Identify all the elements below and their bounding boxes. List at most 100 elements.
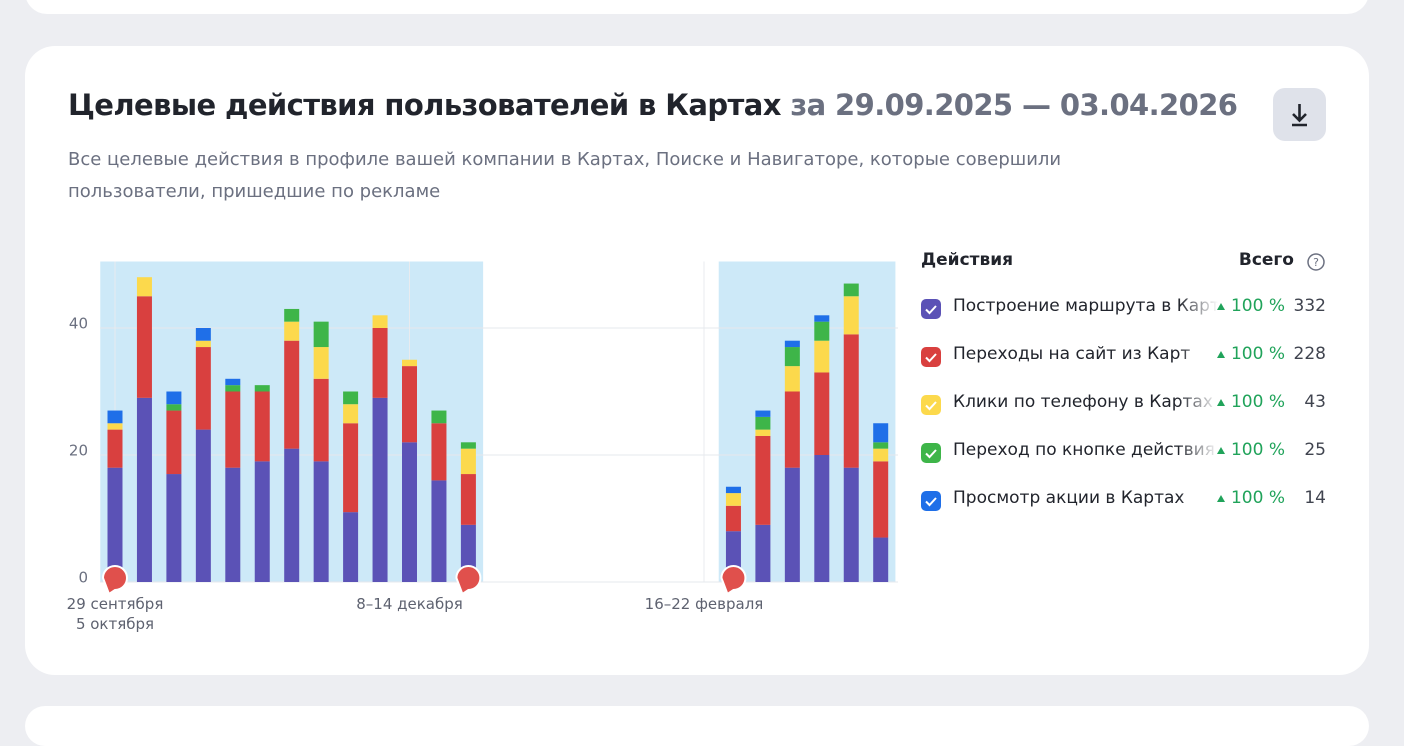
bar-segment [225,378,241,386]
title-text: Целевые действия пользователей в Картах [68,88,781,122]
bar-segment [725,486,741,494]
bar-segment [843,334,859,468]
bar-segment [225,385,241,392]
legend-total: 332 [1293,296,1326,316]
bar-segment [313,378,329,462]
check-icon [925,449,937,459]
legend-name: Построение маршрута в Карт [953,296,1218,316]
bar-segment [166,474,182,582]
legend-change: 100 % [1216,344,1285,364]
bar-segment [873,461,889,538]
bar-segment [402,366,417,443]
bar-segment [195,328,211,341]
bar-segment [195,429,211,582]
bar-segment [136,277,152,297]
bar-segment [284,321,300,341]
change-text: 100 % [1230,488,1285,508]
bar-segment [136,296,152,398]
bar-segment [136,397,152,582]
bar-segment [254,385,270,392]
bar-segment [284,448,300,582]
check-icon [925,401,937,411]
bar-segment [814,340,830,373]
bar-segment [873,442,889,449]
bar-segment [343,404,359,424]
legend-total: 14 [1304,488,1326,508]
event-pin[interactable] [720,565,747,596]
bar-segment [254,391,270,462]
bar-segment [814,321,830,341]
legend-change: 100 % [1216,440,1285,460]
bar-segment [843,296,859,335]
bar-segment [107,423,123,430]
download-icon [1292,104,1307,127]
help-icon[interactable]: ? [1306,252,1326,272]
bar-segment [873,537,889,582]
bar-segment [755,435,771,525]
event-pin[interactable] [101,565,128,596]
bar-segment [372,397,388,582]
svg-text:?: ? [1313,256,1319,269]
legend-total: 43 [1304,392,1326,412]
bar-segment [166,391,182,405]
bar-segment [254,461,270,582]
bar-segment [784,347,800,367]
bar-segment [195,340,211,348]
up-icon [1216,446,1225,454]
bar-segment [814,372,830,455]
legend-change: 100 % [1216,392,1285,412]
x-tick-label: 8–14 декабря [356,595,463,613]
bar-segment [784,366,800,392]
change-text: 100 % [1230,296,1285,316]
bar-segment [725,493,741,506]
bar-segment [814,315,830,322]
legend-name: Переходы на сайт из Карт [953,344,1191,364]
bar-segment [225,391,241,468]
card-top [25,0,1369,14]
page: Целевые действия пользователей в Картах … [25,0,1369,746]
period-band [718,261,896,582]
bar-segment [107,410,123,424]
up-icon [1216,302,1225,310]
legend-checkbox[interactable] [921,443,941,463]
bar-segment [755,524,771,582]
legend-checkbox[interactable] [921,347,941,367]
bar-segment [431,410,447,424]
legend-title: Действия [921,250,1014,270]
x-tick-label: 29 сентября 5 октября [66,595,164,633]
bar-segment [725,505,741,532]
legend-name: Просмотр акции в Картах [953,488,1185,508]
bar-segment [225,467,241,582]
legend-name: Клики по телефону в Картах [953,392,1213,412]
legend-checkbox[interactable] [921,395,941,415]
bar-segment [755,416,771,430]
y-tick-label: 20 [69,442,88,460]
legend-checkbox[interactable] [921,299,941,319]
bar-segment [784,467,800,582]
bar-segment [814,455,830,582]
bar-segment [431,423,447,481]
legend-change: 100 % [1216,296,1285,316]
x-tick-label: 16–22 февраля [644,595,764,613]
event-pin[interactable] [455,565,482,596]
bar-segment [313,347,329,379]
period: за 29.09.2025 — 03.04.2026 [790,88,1238,122]
legend-total: 25 [1304,440,1326,460]
change-text: 100 % [1230,440,1285,460]
legend-total-header: Всего [1238,250,1294,270]
change-text: 100 % [1230,392,1285,412]
download-button[interactable] [1273,88,1326,141]
chart: 0 20 40 [69,261,898,596]
subtitle: Все целевые действия в профиле вашей ком… [68,149,1062,202]
legend-name: Переход по кнопке действия и [953,440,1218,460]
up-icon [1216,350,1225,358]
bar-segment [402,442,417,582]
bar-segment [166,404,182,411]
check-icon [925,353,937,363]
bar-segment [755,410,771,417]
bar-segment [313,461,329,582]
legend-checkbox[interactable] [921,491,941,511]
bar-segment [107,429,123,468]
check-icon [925,305,937,315]
pin-shape [101,565,128,596]
